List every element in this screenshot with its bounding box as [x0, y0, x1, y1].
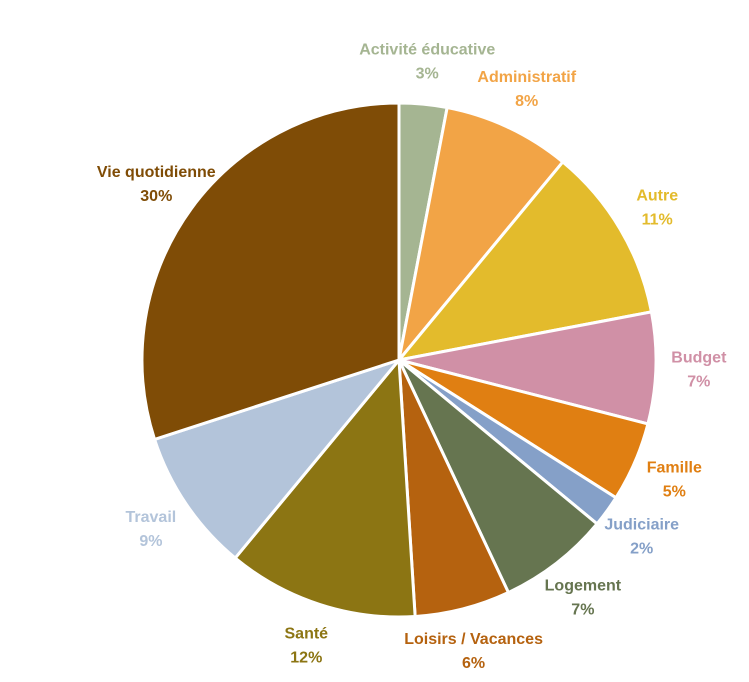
slice-label: Logement: [545, 577, 622, 594]
slice-value: 2%: [630, 541, 653, 558]
slice-value: 6%: [462, 655, 485, 672]
slice-label: Santé: [285, 626, 329, 643]
slice-label: Famille: [647, 459, 702, 476]
slice-label: Vie quotidienne: [97, 164, 216, 181]
pie-slice: [397, 358, 600, 595]
slice-value: 12%: [290, 650, 322, 667]
slice-value: 7%: [571, 601, 594, 618]
pie-slice: [152, 356, 404, 561]
slice-value: 5%: [663, 483, 686, 500]
slice-value: 8%: [515, 93, 538, 110]
slice-value: 30%: [140, 188, 172, 205]
slice-label: Autre: [636, 188, 678, 205]
slice-label: Loisirs / Vacances: [404, 631, 543, 648]
slice-label: Budget: [671, 350, 727, 367]
pie-slice: [398, 310, 658, 426]
pie-slice: [395, 159, 654, 363]
slice-value: 9%: [139, 533, 162, 550]
slice-value: 3%: [416, 66, 439, 83]
pie-slice: [233, 356, 417, 619]
pie-slice: [140, 101, 401, 442]
slice-value: 11%: [642, 212, 673, 229]
slice-label: Travail: [126, 509, 177, 526]
slice-label: Administratif: [477, 69, 576, 86]
slice-value: 7%: [687, 374, 710, 391]
slice-label: Activité éducative: [359, 42, 495, 59]
pie-slice: [397, 105, 565, 361]
slice-label: Judiciaire: [604, 517, 679, 534]
